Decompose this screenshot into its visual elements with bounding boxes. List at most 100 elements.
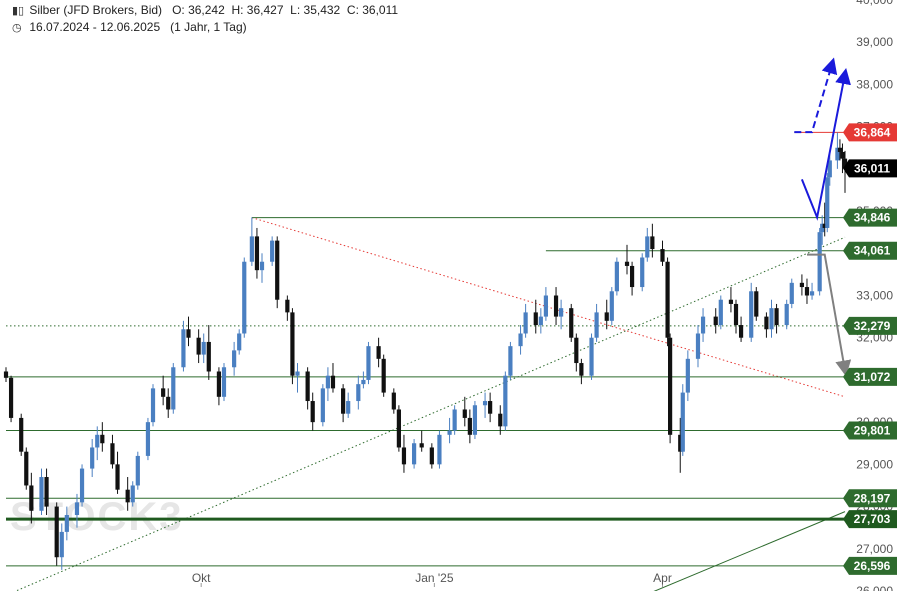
candle	[8, 375, 14, 423]
candle	[110, 434, 115, 469]
candle-body	[482, 401, 488, 406]
candle-body	[346, 401, 351, 414]
ohlc-low-label: L:	[290, 3, 301, 17]
candle-body	[285, 299, 290, 313]
candle	[728, 287, 734, 313]
level-tag-label: 36,864	[854, 125, 891, 139]
candle-body	[718, 299, 723, 326]
level-price-tag: 31,072	[843, 367, 897, 386]
candle	[135, 451, 140, 490]
candle	[452, 405, 457, 435]
candle-body	[8, 377, 14, 418]
y-tick-label: 40,000	[856, 0, 893, 7]
candle	[820, 215, 825, 245]
candle-body	[19, 417, 24, 452]
candle	[609, 287, 614, 326]
candle	[503, 371, 508, 431]
x-tick-label: Okt	[192, 571, 211, 585]
candle-body	[396, 409, 401, 448]
candle-body	[305, 371, 310, 402]
candle	[508, 341, 513, 380]
candlestick-icon[interactable]: ▮▯	[12, 5, 25, 17]
candle	[237, 329, 242, 355]
candle	[738, 316, 744, 342]
candle	[538, 308, 543, 334]
candle-body	[518, 333, 523, 347]
candle	[249, 217, 254, 266]
candle-body	[259, 261, 265, 271]
candle	[295, 363, 300, 393]
candle-body	[769, 308, 774, 330]
candle-body	[538, 316, 543, 326]
candle	[64, 506, 69, 541]
candle	[523, 303, 528, 338]
candle-body	[237, 333, 242, 351]
candle	[39, 468, 44, 516]
candle-body	[196, 337, 201, 355]
candle-body	[835, 147, 840, 161]
candle-body	[361, 379, 366, 385]
candle	[150, 384, 156, 427]
candle	[201, 333, 206, 364]
candle-body	[817, 232, 822, 292]
ohlc-close-value: 36,011	[362, 3, 399, 17]
candle-body	[523, 312, 528, 334]
candle	[130, 481, 135, 507]
level-tag-bg	[843, 556, 897, 575]
candle-body	[201, 341, 206, 355]
candle	[809, 282, 815, 300]
candle	[695, 325, 701, 368]
projection-arrow-up-solid	[800, 68, 851, 221]
candle-body	[728, 299, 734, 304]
candle-body	[130, 485, 135, 503]
candle	[835, 132, 840, 169]
candle	[437, 430, 442, 469]
candle	[310, 392, 315, 431]
candle	[569, 303, 574, 342]
candle-body	[135, 455, 140, 486]
level-tag-bg	[843, 367, 897, 386]
level-price-tag: 34,846	[843, 208, 897, 227]
candle-body	[3, 371, 9, 378]
candle-body	[574, 337, 579, 364]
level-tag-label: 32,279	[854, 319, 891, 333]
candle-body	[837, 147, 843, 152]
candle-body	[447, 430, 452, 435]
level-tag-label: 36,011	[854, 161, 890, 175]
candle	[498, 405, 503, 435]
candle	[665, 257, 670, 347]
candle	[391, 388, 396, 414]
candle-body	[79, 468, 85, 503]
candle	[733, 299, 739, 334]
candle	[764, 312, 769, 338]
y-tick-label: 39,000	[856, 35, 893, 49]
candle-body	[356, 384, 361, 402]
candle	[472, 401, 478, 440]
candle-body	[503, 375, 508, 427]
candle-body	[290, 312, 295, 376]
candle	[680, 384, 685, 456]
candle	[411, 439, 417, 469]
candle-body	[64, 515, 69, 532]
candle-body	[579, 363, 584, 376]
candle-body	[366, 346, 371, 380]
candle	[429, 443, 434, 469]
ohlc-open-value: 36,242	[188, 3, 225, 17]
clock-icon[interactable]: ◷	[12, 22, 22, 34]
level-tag-bg	[843, 421, 897, 440]
candle-body	[508, 346, 513, 376]
candle-body	[543, 295, 548, 317]
candle-body	[604, 312, 609, 321]
candle-body	[680, 392, 685, 452]
candle	[100, 422, 105, 452]
candle-body	[181, 329, 186, 368]
level-price-tag: 27,703	[843, 510, 897, 529]
candle-body	[774, 308, 779, 326]
candle-body	[452, 409, 457, 431]
candle-body	[270, 240, 275, 262]
candle-body	[738, 325, 744, 338]
candle-body	[206, 341, 211, 372]
candle-body	[553, 295, 559, 317]
candle	[381, 354, 386, 397]
